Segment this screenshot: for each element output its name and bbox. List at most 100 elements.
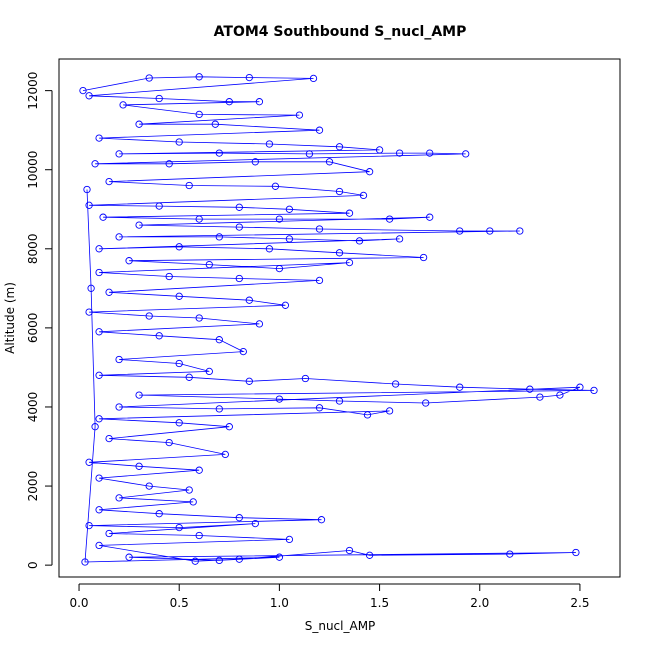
data-point [95,541,103,550]
y-axis: 0 2000 4000 6000 8000 10000 12000 [26,72,53,569]
data-point [486,227,494,235]
data-point [145,482,153,490]
data-point [91,423,99,431]
data-point [95,328,103,336]
data-point [375,146,384,154]
data-point [255,98,264,106]
data-point [225,423,233,431]
data-point [83,185,91,194]
y-tick-label: 10000 [26,151,40,189]
data-point [590,386,598,395]
data-point [572,548,580,557]
data-point [165,438,173,447]
data-point [345,546,354,555]
data-point [165,160,173,168]
data-point [205,260,213,269]
data-point [85,201,93,209]
y-tick-label: 6000 [26,313,40,344]
data-point [281,301,290,309]
data-point [79,86,87,95]
data-point [221,450,229,459]
data-point [275,215,284,223]
data-point [315,276,324,285]
data-point [105,288,113,296]
data-point [85,458,93,466]
data-point [119,101,127,109]
data-point [245,73,253,82]
data-point [456,227,464,235]
data-point [115,233,123,241]
data-point [355,237,364,245]
data-point [295,111,304,119]
data-point [215,336,223,344]
data-point [85,92,93,100]
data-point [125,257,133,265]
data-point [135,391,143,399]
x-tick-label: 2.0 [470,596,489,610]
data-point [215,405,223,413]
data-point [175,292,183,300]
x-axis-label: S_nucl_AMP [305,619,376,633]
data-point [95,245,103,253]
y-tick-label: 8000 [26,234,40,265]
data-point [426,213,434,221]
data-point [255,320,264,328]
x-axis: 0.0 0.5 1.0 1.5 2.0 2.5 [69,583,589,610]
data-point [95,506,103,514]
data-point [105,177,113,186]
data-point [285,205,294,213]
x-tick-label: 2.5 [570,596,589,610]
data-point [95,268,103,277]
data-point [115,403,123,411]
data-point [245,296,253,304]
data-point [345,258,354,267]
y-axis-label: Altitude (m) [3,282,17,354]
data-point [317,516,326,524]
data-point [185,181,193,190]
data-point [145,74,153,82]
data-point [395,149,404,157]
y-tick-label: 4000 [26,392,40,423]
data-point [81,558,89,566]
data-point [325,158,334,166]
data-point [195,531,203,540]
data-point [506,550,514,558]
y-tick-label: 0 [26,561,40,569]
data-point [426,149,434,157]
data-point [195,466,203,474]
data-point [189,498,197,506]
data-point [91,160,99,168]
data-point [335,187,344,196]
data-point [205,367,213,376]
chart-title: ATOM4 Southbound S_nucl_AMP [214,24,467,40]
data-point [315,126,324,134]
data-point [135,221,143,229]
data-point [365,551,374,559]
y-tick-label: 2000 [26,471,40,502]
data-point [315,404,324,412]
y-tick-label: 12000 [26,72,40,110]
data-point [365,168,374,176]
data-point [385,215,394,223]
x-tick-label: 1.0 [270,596,289,610]
data-point [391,380,400,388]
data-point [95,415,103,423]
data-point [95,134,103,142]
data-point [235,223,243,231]
data-point [85,521,93,530]
x-tick-label: 0.0 [69,596,88,610]
data-point [516,227,524,235]
data-point [145,312,153,320]
data-point [135,120,143,128]
data-point [235,514,243,522]
data-point [135,462,143,470]
data-point [155,94,163,103]
data-point [422,399,430,407]
data-point [251,158,259,166]
data-point [185,373,193,381]
data-point [115,355,123,364]
data-point [165,272,173,281]
data-point [95,371,103,379]
